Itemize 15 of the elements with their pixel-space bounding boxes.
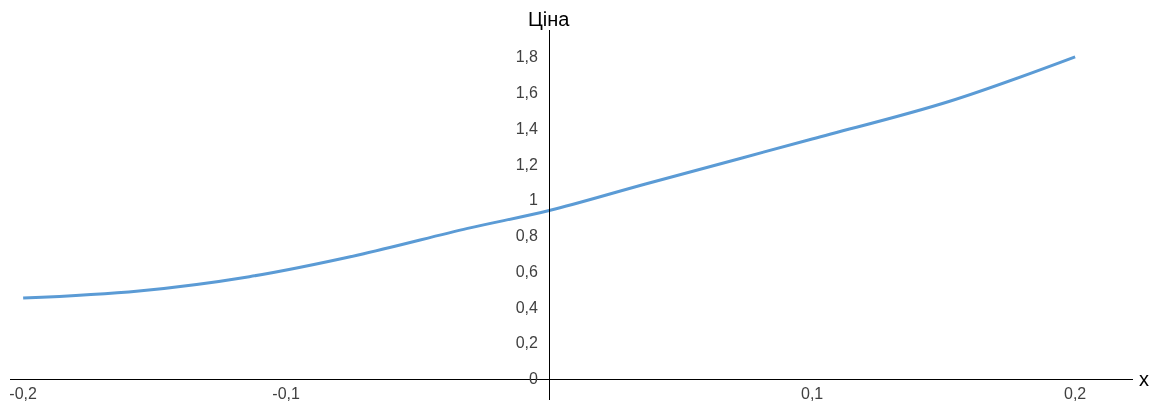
y-tick-label: 0,2 <box>515 334 539 352</box>
y-tick-label: 0,4 <box>515 298 539 316</box>
x-tick-label: -0,1 <box>272 384 301 402</box>
x-tick-label: -0,2 <box>9 384 38 402</box>
y-axis-title: Ціна <box>528 8 571 30</box>
y-tick-label: 0,6 <box>515 262 539 280</box>
y-tick-label: 1,4 <box>515 119 539 137</box>
y-tick-label: 1,6 <box>515 84 539 102</box>
x-tick-label: 0,1 <box>801 384 824 402</box>
y-tick-label: 1,8 <box>515 48 539 66</box>
x-tick-label: 0,2 <box>1064 384 1087 402</box>
y-tick-label: 1 <box>529 191 539 209</box>
x-axis-title: x <box>1139 368 1149 390</box>
y-tick-label: 0,8 <box>515 227 539 245</box>
y-tick-label: 1,2 <box>515 155 539 173</box>
